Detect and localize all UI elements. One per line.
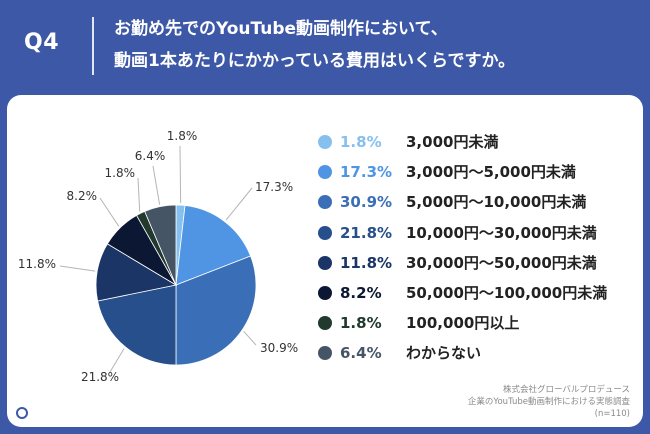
slice-label-5: 11.8%	[18, 257, 56, 271]
legend-percent-3: 30.9%	[340, 193, 393, 212]
survey-company: 株式会社グローバルプロデュース	[503, 385, 630, 395]
legend-percent-4: 21.8%	[340, 223, 393, 242]
legend-label-6: 50,000円～100,000円未満	[406, 284, 608, 302]
slice-label-7: 1.8%	[105, 166, 136, 180]
leader-line-2	[225, 187, 253, 221]
legend-swatch-3	[318, 195, 332, 210]
logo-icon	[10, 402, 30, 422]
slice-label-1: 1.8%	[167, 129, 198, 143]
slice-label-4: 21.8%	[81, 370, 119, 384]
legend-percent-5: 11.8%	[340, 253, 393, 272]
legend-percent-6: 8.2%	[340, 284, 382, 302]
logo-text: リサピー	[34, 405, 90, 421]
legend-label-2: 3,000円～5,000円未満	[406, 163, 576, 182]
legend-percent-8: 6.4%	[340, 344, 382, 363]
survey-sample-size: (n=110)	[594, 409, 630, 419]
legend-item-4: 21.8% 10,000円～30,000円未満	[318, 222, 597, 244]
header-divider	[92, 17, 94, 75]
slice-label-8: 6.4%	[135, 149, 166, 163]
legend-item-7: 1.8% 100,000円以上	[318, 312, 519, 334]
legend-percent-2: 17.3%	[340, 163, 393, 182]
legend-swatch-6	[318, 286, 332, 300]
leader-line-1	[179, 145, 182, 204]
legend-swatch-1	[318, 135, 332, 149]
legend-percent-7: 1.8%	[340, 314, 382, 333]
survey-title: 企業のYouTube動画制作における実態調査	[467, 397, 630, 407]
leader-line-6	[99, 197, 120, 227]
brand-logo: リサピー	[10, 402, 90, 422]
legend-label-4: 10,000円～30,000円未満	[406, 223, 597, 242]
legend-swatch-5	[318, 255, 332, 270]
survey-credit: 株式会社グローバルプロデュース 企業のYouTube動画制作における実態調査 (…	[468, 384, 630, 420]
slice-label-2: 17.3%	[255, 180, 293, 194]
legend-item-8: 6.4% わからない	[318, 342, 481, 364]
leader-line-7	[137, 177, 141, 212]
question-number: Q4	[24, 30, 60, 55]
question-title-line-2: 動画1本あたりにかかっている費用はいくらですか。	[114, 51, 516, 71]
leader-line-4	[109, 348, 125, 373]
legend-item-6: 8.2% 50,000円～100,000円未満	[318, 282, 607, 304]
pie-slice-2	[175, 205, 252, 286]
legend-label-5: 30,000円～50,000円未満	[406, 253, 597, 272]
header: Q4 お勤め先でのYouTube動画制作において、 動画1本あたりにかかっている…	[0, 0, 650, 90]
pie-slice-4	[97, 284, 177, 366]
question-title-line-1: お勤め先でのYouTube動画制作において、	[114, 19, 448, 39]
pie-slice-8	[144, 204, 177, 286]
legend-percent-1: 1.8%	[340, 133, 382, 151]
leader-line-3	[243, 330, 257, 346]
slice-label-6: 8.2%	[67, 189, 98, 203]
leader-line-8	[152, 165, 161, 205]
legend-swatch-2	[318, 165, 332, 180]
legend-label-7: 100,000円以上	[406, 314, 520, 333]
legend-item-2: 17.3% 3,000円～5,000円未満	[318, 161, 576, 183]
legend-swatch-4	[318, 225, 332, 240]
slice-label-3: 30.9%	[260, 341, 298, 355]
leader-line-5	[59, 265, 96, 272]
legend-label-8: わからない	[406, 344, 482, 363]
legend-item-1: 1.8% 3,000円未満	[318, 131, 498, 153]
legend-label-1: 3,000円未満	[406, 133, 499, 151]
legend-swatch-7	[318, 316, 332, 331]
legend-item-3: 30.9% 5,000円～10,000円未満	[318, 191, 586, 213]
legend-item-5: 11.8% 30,000円～50,000円未満	[318, 252, 597, 274]
legend-label-3: 5,000円～10,000円未満	[406, 193, 587, 212]
pie-slice-3	[175, 255, 257, 366]
legend-swatch-8	[318, 346, 332, 361]
